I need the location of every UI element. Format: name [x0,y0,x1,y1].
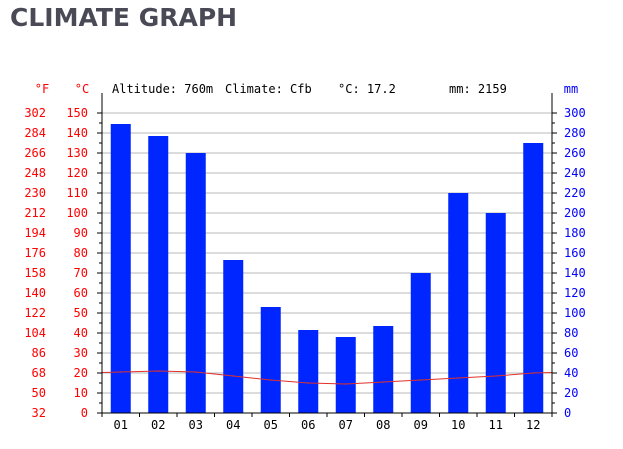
month-tick-label: 11 [489,418,503,432]
temperature-point [269,379,272,381]
temperature-point [157,370,160,372]
celsius-tick-label: 40 [74,326,88,340]
temperature-point [382,381,385,383]
page-title: CLIMATE GRAPH [10,3,238,32]
month-tick-label: 05 [264,418,278,432]
fahrenheit-tick-label: 176 [24,246,46,260]
fahrenheit-tick-label: 122 [24,306,46,320]
temperature-point [419,379,422,381]
temperature-point [494,375,497,377]
fahrenheit-tick-label: 284 [24,126,46,140]
bar-mark [298,330,319,413]
mm-unit-label: mm [564,82,578,96]
fahrenheit-tick-label: 302 [24,106,46,120]
month-tick-label: 09 [414,418,428,432]
mm-tick-label: 80 [564,326,578,340]
temperature-point [344,383,347,385]
bar-mark [373,326,394,413]
bar-mark [448,193,469,413]
bar-mark [485,213,506,413]
mm-tick-label: 280 [564,126,586,140]
celsius-tick-label: 80 [74,246,88,260]
fahrenheit-tick-label: 32 [32,406,46,420]
axes [97,93,557,417]
fahrenheit-tick-label: 266 [24,146,46,160]
month-tick-label: 02 [151,418,165,432]
climate-label: Climate: Cfb [225,82,312,96]
mm-tick-label: 40 [564,366,578,380]
bar-mark [185,153,206,413]
total-precip-label: mm: 2159 [449,82,507,96]
celsius-tick-label: 140 [66,126,88,140]
temperature-line [101,370,553,385]
bar-mark [223,260,244,413]
fahrenheit-tick-label: 248 [24,166,46,180]
fahrenheit-unit-label: °F [35,82,49,96]
mm-tick-label: 60 [564,346,578,360]
month-tick-label: 01 [114,418,128,432]
celsius-tick-label: 30 [74,346,88,360]
mm-tick-label: 20 [564,386,578,400]
fahrenheit-tick-label: 86 [32,346,46,360]
bar-mark [410,273,431,413]
fahrenheit-tick-label: 68 [32,366,46,380]
fahrenheit-tick-label: 194 [24,226,46,240]
mm-tick-label: 220 [564,186,586,200]
mm-tick-label: 140 [564,266,586,280]
mm-tick-label: 260 [564,146,586,160]
bar-mark [110,124,131,413]
celsius-tick-label: 90 [74,226,88,240]
celsius-tick-label: 120 [66,166,88,180]
precipitation-bars [110,124,544,413]
mm-tick-label: 0 [564,406,571,420]
celsius-tick-label: 100 [66,206,88,220]
temperature-point [532,372,535,374]
celsius-tick-label: 20 [74,366,88,380]
bar-mark [148,136,169,413]
altitude-label: Altitude: 760m [112,82,213,96]
celsius-tick-label: 70 [74,266,88,280]
month-tick-label: 04 [226,418,240,432]
celsius-tick-label: 60 [74,286,88,300]
chart-labels: °F °C mm Altitude: 760m Climate: Cfb °C: 17.2… [24,82,585,432]
fahrenheit-tick-label: 104 [24,326,46,340]
celsius-tick-label: 150 [66,106,88,120]
fahrenheit-tick-label: 158 [24,266,46,280]
bar-mark [260,307,281,413]
celsius-tick-label: 50 [74,306,88,320]
bar-mark [335,337,356,413]
bar-mark [523,143,544,413]
mm-tick-label: 200 [564,206,586,220]
celsius-tick-label: 130 [66,146,88,160]
month-tick-label: 10 [451,418,465,432]
mm-tick-label: 120 [564,286,586,300]
celsius-unit-label: °C [75,82,89,96]
temperature-point [232,375,235,377]
avg-temp-label: °C: 17.2 [338,82,396,96]
fahrenheit-tick-label: 50 [32,386,46,400]
celsius-tick-label: 110 [66,186,88,200]
temperature-series-line [101,370,553,385]
mm-tick-label: 180 [564,226,586,240]
celsius-tick-label: 0 [81,406,88,420]
month-tick-label: 03 [189,418,203,432]
month-tick-label: 06 [301,418,315,432]
mm-tick-label: 100 [564,306,586,320]
temperature-point [119,371,122,373]
temperature-point [194,371,197,373]
gridlines [102,112,552,394]
month-tick-label: 12 [526,418,540,432]
temperature-point [307,382,310,384]
celsius-tick-label: 10 [74,386,88,400]
mm-tick-label: 300 [564,106,586,120]
fahrenheit-tick-label: 212 [24,206,46,220]
temperature-point [457,377,460,379]
mm-tick-label: 160 [564,246,586,260]
fahrenheit-tick-label: 140 [24,286,46,300]
month-tick-label: 08 [376,418,390,432]
mm-tick-label: 240 [564,166,586,180]
month-tick-label: 07 [339,418,353,432]
fahrenheit-tick-label: 230 [24,186,46,200]
